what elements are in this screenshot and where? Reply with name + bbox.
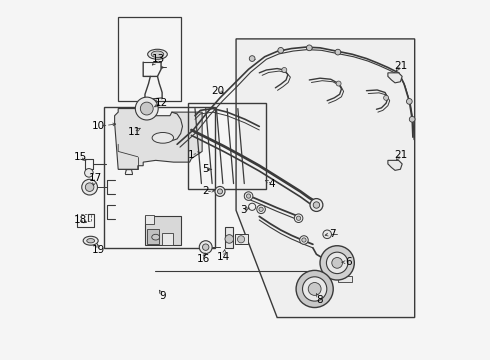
Ellipse shape	[152, 234, 160, 240]
Bar	[118, 18, 181, 102]
Circle shape	[245, 192, 253, 201]
Circle shape	[218, 189, 222, 194]
Ellipse shape	[152, 132, 173, 143]
Circle shape	[407, 99, 412, 104]
Bar	[235, 234, 247, 244]
Circle shape	[82, 179, 98, 195]
Circle shape	[225, 235, 234, 243]
Text: 4: 4	[269, 179, 275, 189]
Circle shape	[202, 244, 209, 250]
Circle shape	[306, 45, 312, 51]
Circle shape	[278, 48, 284, 53]
Circle shape	[391, 74, 396, 80]
Bar	[338, 276, 352, 282]
Text: 21: 21	[394, 61, 407, 71]
Text: 21: 21	[394, 150, 407, 160]
Text: 17: 17	[88, 173, 101, 183]
Text: 15: 15	[74, 152, 87, 162]
Text: 8: 8	[317, 295, 323, 305]
Text: 6: 6	[345, 257, 352, 267]
Circle shape	[85, 183, 94, 192]
Circle shape	[302, 238, 306, 242]
Text: 12: 12	[154, 98, 168, 108]
Text: 10: 10	[92, 121, 105, 131]
Circle shape	[308, 283, 321, 296]
Circle shape	[246, 194, 251, 198]
Circle shape	[326, 252, 348, 274]
Polygon shape	[115, 109, 202, 169]
Circle shape	[313, 202, 319, 208]
Text: 14: 14	[217, 252, 230, 262]
Ellipse shape	[83, 236, 98, 245]
Circle shape	[257, 205, 266, 213]
Polygon shape	[388, 160, 402, 170]
Text: 2: 2	[202, 186, 209, 196]
Circle shape	[140, 102, 153, 115]
Ellipse shape	[147, 49, 167, 59]
Circle shape	[310, 199, 323, 211]
Circle shape	[282, 67, 287, 72]
Bar	[147, 229, 159, 244]
Polygon shape	[388, 73, 402, 83]
Circle shape	[302, 277, 327, 301]
Bar	[145, 215, 154, 224]
Bar	[327, 256, 334, 270]
Circle shape	[85, 168, 93, 177]
Text: 13: 13	[152, 54, 165, 64]
Circle shape	[300, 236, 308, 244]
Circle shape	[391, 162, 396, 167]
Circle shape	[296, 216, 301, 220]
Text: 19: 19	[92, 245, 105, 255]
Text: 16: 16	[197, 253, 211, 264]
Circle shape	[259, 207, 263, 211]
Text: 20: 20	[212, 86, 225, 96]
Circle shape	[320, 246, 354, 280]
Circle shape	[409, 116, 415, 122]
Text: 9: 9	[160, 291, 166, 301]
Circle shape	[332, 257, 343, 268]
Ellipse shape	[151, 51, 164, 58]
Circle shape	[238, 236, 245, 243]
Bar	[162, 233, 173, 245]
Polygon shape	[236, 39, 415, 318]
Ellipse shape	[147, 100, 157, 105]
Circle shape	[249, 56, 255, 62]
Circle shape	[199, 241, 212, 253]
Circle shape	[215, 186, 225, 197]
Circle shape	[335, 49, 341, 55]
Bar	[225, 227, 233, 248]
Circle shape	[384, 95, 389, 100]
Circle shape	[294, 214, 303, 222]
Bar	[188, 103, 267, 189]
Text: 18: 18	[74, 215, 87, 225]
Text: 7: 7	[329, 229, 336, 239]
Text: 3: 3	[240, 205, 246, 215]
Circle shape	[135, 97, 158, 120]
Text: 1: 1	[188, 150, 195, 160]
Ellipse shape	[87, 239, 95, 243]
Circle shape	[296, 270, 333, 307]
Circle shape	[336, 81, 341, 86]
Circle shape	[323, 230, 331, 239]
Bar	[104, 107, 215, 248]
Bar	[145, 216, 181, 245]
Text: 5: 5	[202, 164, 209, 174]
Text: 11: 11	[127, 127, 141, 137]
